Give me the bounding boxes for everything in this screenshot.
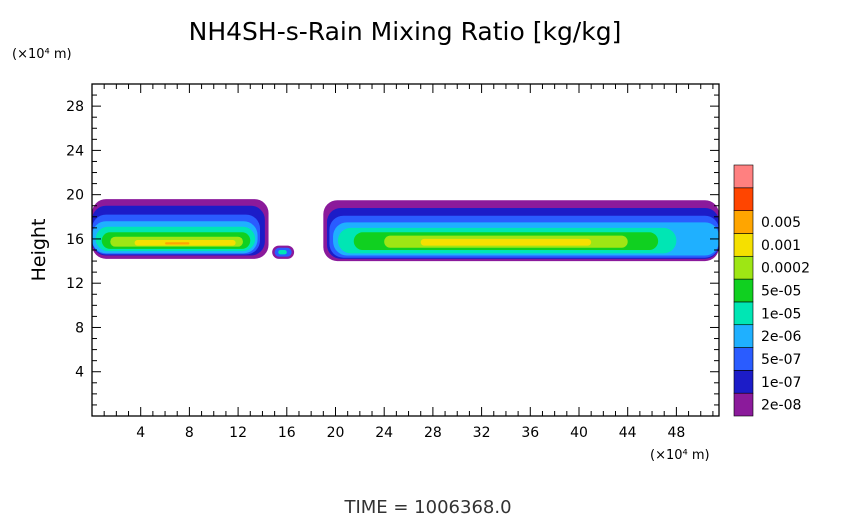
left-cloud-level-8 — [165, 242, 190, 245]
colorbar-swatch — [733, 187, 754, 211]
x-tick-label: 40 — [570, 425, 588, 441]
right-cloud-level-7 — [420, 238, 592, 246]
y-tick-label: 16 — [66, 232, 84, 248]
x-tick-label: 12 — [229, 425, 247, 441]
x-unit-label: (×10⁴ m) — [650, 448, 710, 463]
x-tick-label: 4 — [136, 425, 145, 441]
y-tick-label: 28 — [66, 99, 84, 115]
x-tick-label: 28 — [424, 425, 442, 441]
y-tick-label: 8 — [75, 320, 84, 336]
colorbar-label: 0.001 — [761, 238, 801, 254]
y-tick-label: 12 — [66, 276, 84, 292]
colorbar-swatch — [733, 370, 754, 394]
colorbar-swatch — [733, 324, 754, 348]
colorbar-swatch — [733, 164, 754, 189]
small-cell-level-4 — [278, 250, 287, 255]
colorbar-label: 2e-06 — [761, 329, 801, 345]
y-tick-label: 20 — [66, 188, 84, 204]
plot-area — [92, 199, 719, 262]
x-tick-label: 16 — [278, 425, 296, 441]
colorbar-swatch — [733, 278, 754, 303]
x-tick-label: 20 — [327, 425, 345, 441]
colorbar-swatch — [733, 255, 754, 280]
colorbar-swatch — [733, 301, 754, 326]
time-label: TIME = 1006368.0 — [343, 497, 511, 518]
colorbar-label: 2e-08 — [761, 398, 801, 414]
x-tick-label: 36 — [521, 425, 539, 441]
x-tick-label: 44 — [619, 425, 637, 441]
colorbar-swatch — [733, 392, 754, 417]
colorbar-label: 0.005 — [761, 215, 801, 231]
x-tick-label: 48 — [667, 425, 685, 441]
y-tick-label: 4 — [75, 365, 84, 381]
x-tick-label: 8 — [185, 425, 194, 441]
colorbar-label: 5e-07 — [761, 352, 801, 368]
colorbar-label: 0.0002 — [761, 261, 810, 277]
colorbar-swatch — [733, 210, 754, 234]
chart-title: NH4SH-s-Rain Mixing Ratio [kg/kg] — [189, 17, 622, 46]
y-unit-label: (×10⁴ m) — [12, 47, 72, 62]
colorbar-swatch — [733, 347, 754, 371]
colorbar-swatch — [733, 233, 754, 257]
x-tick-label: 24 — [375, 425, 393, 441]
colorbar-label: 1e-05 — [761, 306, 801, 322]
colorbar: 2e-08 1e-07 5e-07 2e-06 1e-05 5e-05 0.0002 0.00… — [733, 164, 810, 417]
y-axis-label: Height — [28, 219, 50, 282]
colorbar-label: 5e-05 — [761, 284, 801, 300]
y-tick-label: 24 — [66, 143, 84, 159]
colorbar-label: 1e-07 — [761, 375, 801, 391]
x-tick-label: 32 — [473, 425, 491, 441]
